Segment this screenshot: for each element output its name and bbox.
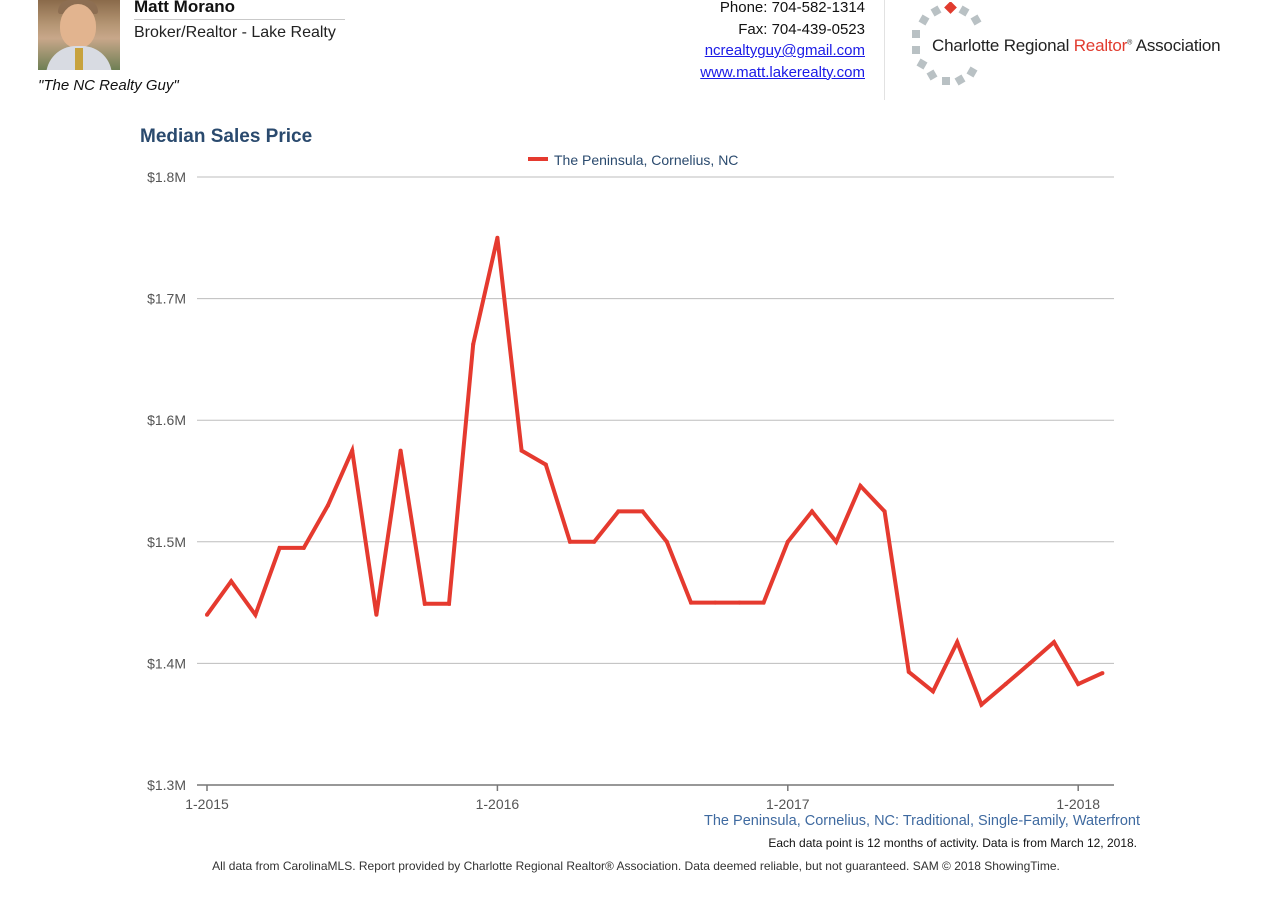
data-point [858,483,863,488]
data-point [931,689,935,694]
data-point [955,640,960,645]
data-point [616,509,621,514]
data-point [422,601,427,606]
data-point [592,539,597,544]
data-point [1100,671,1105,676]
email-link[interactable]: ncrealtyguy@gmail.com [704,42,865,59]
name-divider [134,19,345,20]
logo-text-part1: Charlotte Regional [932,36,1074,55]
data-point [713,600,718,605]
data-point [229,579,234,584]
data-point [447,601,451,606]
agent-name: Matt Morano [134,0,236,16]
data-point [979,702,984,707]
data-point [253,612,258,617]
data-point [640,509,645,514]
fax-number: Fax: 704-439-0523 [738,20,865,38]
x-tick-label: 1-2017 [766,796,810,812]
data-point [761,600,766,605]
data-point [205,612,209,617]
data-point [906,669,911,674]
data-point [398,448,403,453]
x-tick-label: 1-2016 [476,796,520,812]
data-point [326,503,330,508]
series-line [205,237,1104,709]
data-point [1027,661,1032,666]
data-point [543,462,548,467]
legend-swatch [528,157,548,162]
data-point [568,539,572,544]
logo-text-part2: Association [1132,36,1221,55]
agent-tagline: "The NC Realty Guy" [38,77,179,94]
agent-title: Broker/Realtor - Lake Realty [134,24,336,41]
data-point [1052,640,1056,645]
agent-photo [38,0,120,70]
logo-registered-mark: ® [1127,39,1133,47]
data-point [350,448,355,453]
x-tick-label: 1-2018 [1056,796,1100,812]
chart-note: Each data point is 12 months of activity… [768,836,1137,850]
contact-block: Phone: 704-582-1314 Fax: 704-439-0523 nc… [700,0,865,83]
legend-label: The Peninsula, Cornelius, NC [554,152,739,168]
chart-subtitle: The Peninsula, Cornelius, NC: Traditiona… [704,813,1140,829]
y-tick-label: $1.8M [147,169,186,185]
agent-photo-face [60,4,96,48]
data-point [810,509,814,514]
y-tick-label: $1.6M [147,412,186,428]
y-tick-label: $1.5M [147,534,186,550]
association-logo-text: Charlotte Regional Realtor® Association [932,36,1221,56]
y-tick-label: $1.7M [147,291,186,307]
data-point [301,545,306,550]
header-divider [884,0,885,100]
data-point [737,600,742,605]
data-point [519,448,524,453]
website-link[interactable]: www.matt.lakerealty.com [700,63,865,81]
y-tick-label: $1.4M [147,655,186,671]
y-tick-label: $1.3M [147,777,186,793]
data-point [1003,682,1008,687]
data-point [664,539,669,544]
chart-legend: The Peninsula, Cornelius, NC [528,152,738,168]
x-tick-label: 1-2015 [185,796,229,812]
agent-photo-tie [75,48,83,70]
data-point [834,539,839,544]
phone-number: Phone: 704-582-1314 [719,0,865,16]
association-logo-icon [912,2,982,86]
chart-title: Median Sales Price [140,126,313,147]
data-point [495,235,500,240]
data-point [471,342,476,347]
data-point [882,509,887,514]
data-point [374,612,379,617]
data-point [785,539,790,544]
report-footer: All data from CarolinaMLS. Report provid… [212,859,1060,873]
logo-text-accent: Realtor [1073,36,1128,55]
data-point [1076,682,1081,687]
data-point [277,545,282,550]
data-point [689,600,693,605]
